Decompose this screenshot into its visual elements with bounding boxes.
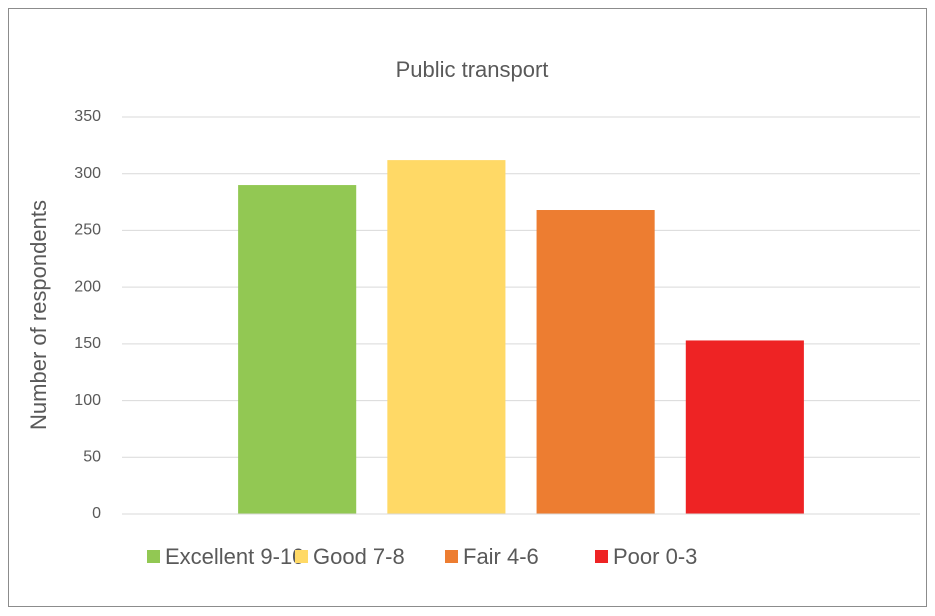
bar [685, 340, 804, 514]
legend-swatch [147, 550, 160, 563]
y-tick-label: 250 [74, 222, 101, 239]
y-tick-label: 50 [83, 449, 101, 466]
legend-label: Fair 4-6 [463, 544, 539, 569]
chart-title: Public transport [396, 57, 549, 82]
y-tick-label: 200 [74, 278, 101, 295]
bar [536, 210, 655, 515]
y-tick-label: 100 [74, 392, 101, 409]
bar [387, 160, 506, 515]
legend-swatch [295, 550, 308, 563]
y-tick-label: 0 [92, 505, 101, 522]
legend-label: Good 7-8 [313, 544, 405, 569]
legend-swatch [445, 550, 458, 563]
legend-swatch [595, 550, 608, 563]
bar [238, 185, 357, 515]
legend-label: Excellent 9-10 [165, 544, 304, 569]
y-tick-label: 150 [74, 335, 101, 352]
y-tick-label: 350 [74, 108, 101, 125]
legend-label: Poor 0-3 [613, 544, 697, 569]
y-axis-label: Number of respondents [26, 200, 51, 430]
y-tick-label: 300 [74, 165, 101, 182]
